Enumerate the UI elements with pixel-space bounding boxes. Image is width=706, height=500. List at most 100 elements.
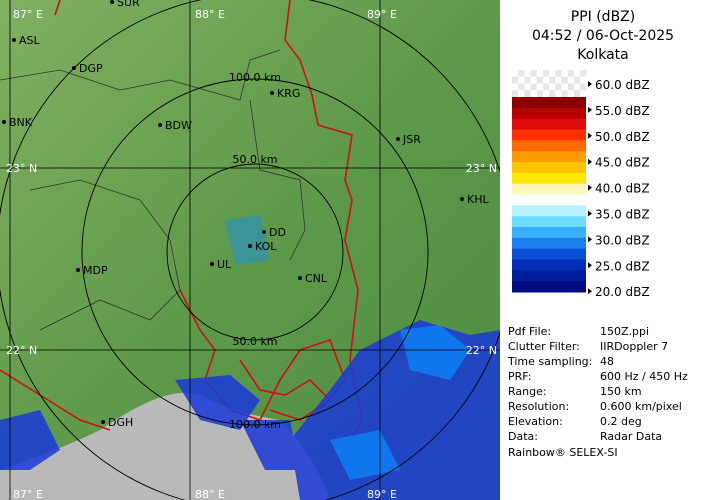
legend-label: 45.0 dBZ <box>595 156 650 170</box>
info-value: 600 Hz / 450 Hz <box>600 370 688 383</box>
color-band <box>512 151 586 163</box>
transparent-swatch <box>574 90 581 97</box>
title: PPI (dBZ) <box>571 9 635 25</box>
transparent-swatch <box>580 90 587 97</box>
info-key: Range: <box>508 385 547 398</box>
transparent-swatch <box>561 70 568 77</box>
info-key: Elevation: <box>508 415 563 428</box>
info-value: 150 km <box>600 385 642 398</box>
city-dot <box>210 262 214 266</box>
transparent-swatch <box>574 70 581 77</box>
grid-label: 88° E <box>195 8 225 21</box>
city-label: KRG <box>277 87 300 100</box>
range-label: 50.0 km <box>232 335 277 348</box>
info-key: Clutter Filter: <box>508 340 580 353</box>
legend-label: 60.0 dBZ <box>595 78 650 92</box>
color-band <box>512 270 586 282</box>
transparent-swatch <box>580 70 587 77</box>
transparent-swatch <box>549 83 556 91</box>
grid-label: 23° N <box>466 162 497 175</box>
transparent-swatch <box>567 76 574 84</box>
districts <box>0 49 306 331</box>
color-band <box>512 107 586 120</box>
transparent-swatch <box>543 76 550 84</box>
info-key: Pdf File: <box>508 325 551 338</box>
transparent-swatch <box>524 70 531 77</box>
info-value: 0.600 km/pixel <box>600 400 682 413</box>
transparent-swatch <box>574 83 581 91</box>
color-band <box>512 237 586 250</box>
transparent-swatch <box>549 70 556 77</box>
city-dot <box>248 244 252 248</box>
color-band <box>512 248 586 260</box>
transparent-swatch <box>567 90 574 97</box>
transparent-swatch <box>561 83 568 91</box>
precipitation-light <box>225 215 470 480</box>
city-label: SUR <box>117 0 140 9</box>
city-dot <box>72 66 76 70</box>
color-band <box>512 216 586 228</box>
legend-label: 55.0 dBZ <box>595 104 650 118</box>
transparent-swatch <box>536 83 543 91</box>
color-band <box>512 227 586 239</box>
color-band <box>512 118 586 130</box>
city-label: BDW <box>165 119 192 132</box>
transparent-swatch <box>580 83 587 91</box>
transparent-swatch <box>518 70 525 77</box>
transparent-swatch <box>543 83 550 91</box>
transparent-swatch <box>555 83 562 91</box>
color-band <box>512 129 586 141</box>
city-label: DGP <box>79 62 103 75</box>
city-label: CNL <box>305 272 328 285</box>
transparent-swatch <box>536 70 543 77</box>
info-value: 0.2 deg <box>600 415 642 428</box>
info-value: 48 <box>600 355 614 368</box>
info-value: IIRDoppler 7 <box>600 340 668 353</box>
transparent-swatch <box>530 70 537 77</box>
range-ring <box>166 163 344 341</box>
legend-label: 35.0 dBZ <box>595 208 650 222</box>
city-label: DD <box>269 226 286 239</box>
transparent-swatch <box>555 70 562 77</box>
transparent-swatch <box>555 90 562 97</box>
city-dot <box>158 123 162 127</box>
transparent-swatch <box>555 76 562 84</box>
city-dot <box>76 268 80 272</box>
city-dot <box>12 38 16 42</box>
range-label: 100.0 km <box>229 418 281 431</box>
transparent-swatch <box>530 76 537 84</box>
city-label: KHL <box>467 193 489 206</box>
footer: Rainbow® SELEX-SI <box>508 446 618 459</box>
legend-arrow <box>588 210 592 217</box>
transparent-swatch <box>524 76 531 84</box>
legend-arrow <box>588 236 592 243</box>
city-dot <box>270 91 274 95</box>
info-value: Radar Data <box>600 430 662 443</box>
range-label: 100.0 km <box>229 71 281 84</box>
legend-arrow <box>588 288 592 295</box>
transparent-swatch <box>536 76 543 84</box>
transparent-swatch <box>524 90 531 97</box>
city-dot <box>2 120 6 124</box>
legend-label: 50.0 dBZ <box>595 130 650 144</box>
transparent-swatch <box>524 83 531 91</box>
transparent-swatch <box>580 76 587 84</box>
transparent-swatch <box>518 90 525 97</box>
city-label: JSR <box>402 133 421 146</box>
grid-label: 88° E <box>195 488 225 500</box>
transparent-swatch <box>512 90 519 97</box>
city-label: ASL <box>19 34 41 47</box>
legend-arrow <box>588 184 592 191</box>
legend-label: 25.0 dBZ <box>595 259 650 273</box>
grid-label: 89° E <box>367 8 397 21</box>
legend-arrow <box>588 262 592 269</box>
grid-label: 87° E <box>13 8 43 21</box>
legend-arrow <box>588 158 592 165</box>
station: Kolkata <box>577 47 628 63</box>
color-band <box>512 194 586 206</box>
city-dot <box>110 0 114 4</box>
legend-arrow <box>588 81 592 87</box>
transparent-swatch <box>530 83 537 91</box>
lat-lon-grid <box>0 0 500 500</box>
